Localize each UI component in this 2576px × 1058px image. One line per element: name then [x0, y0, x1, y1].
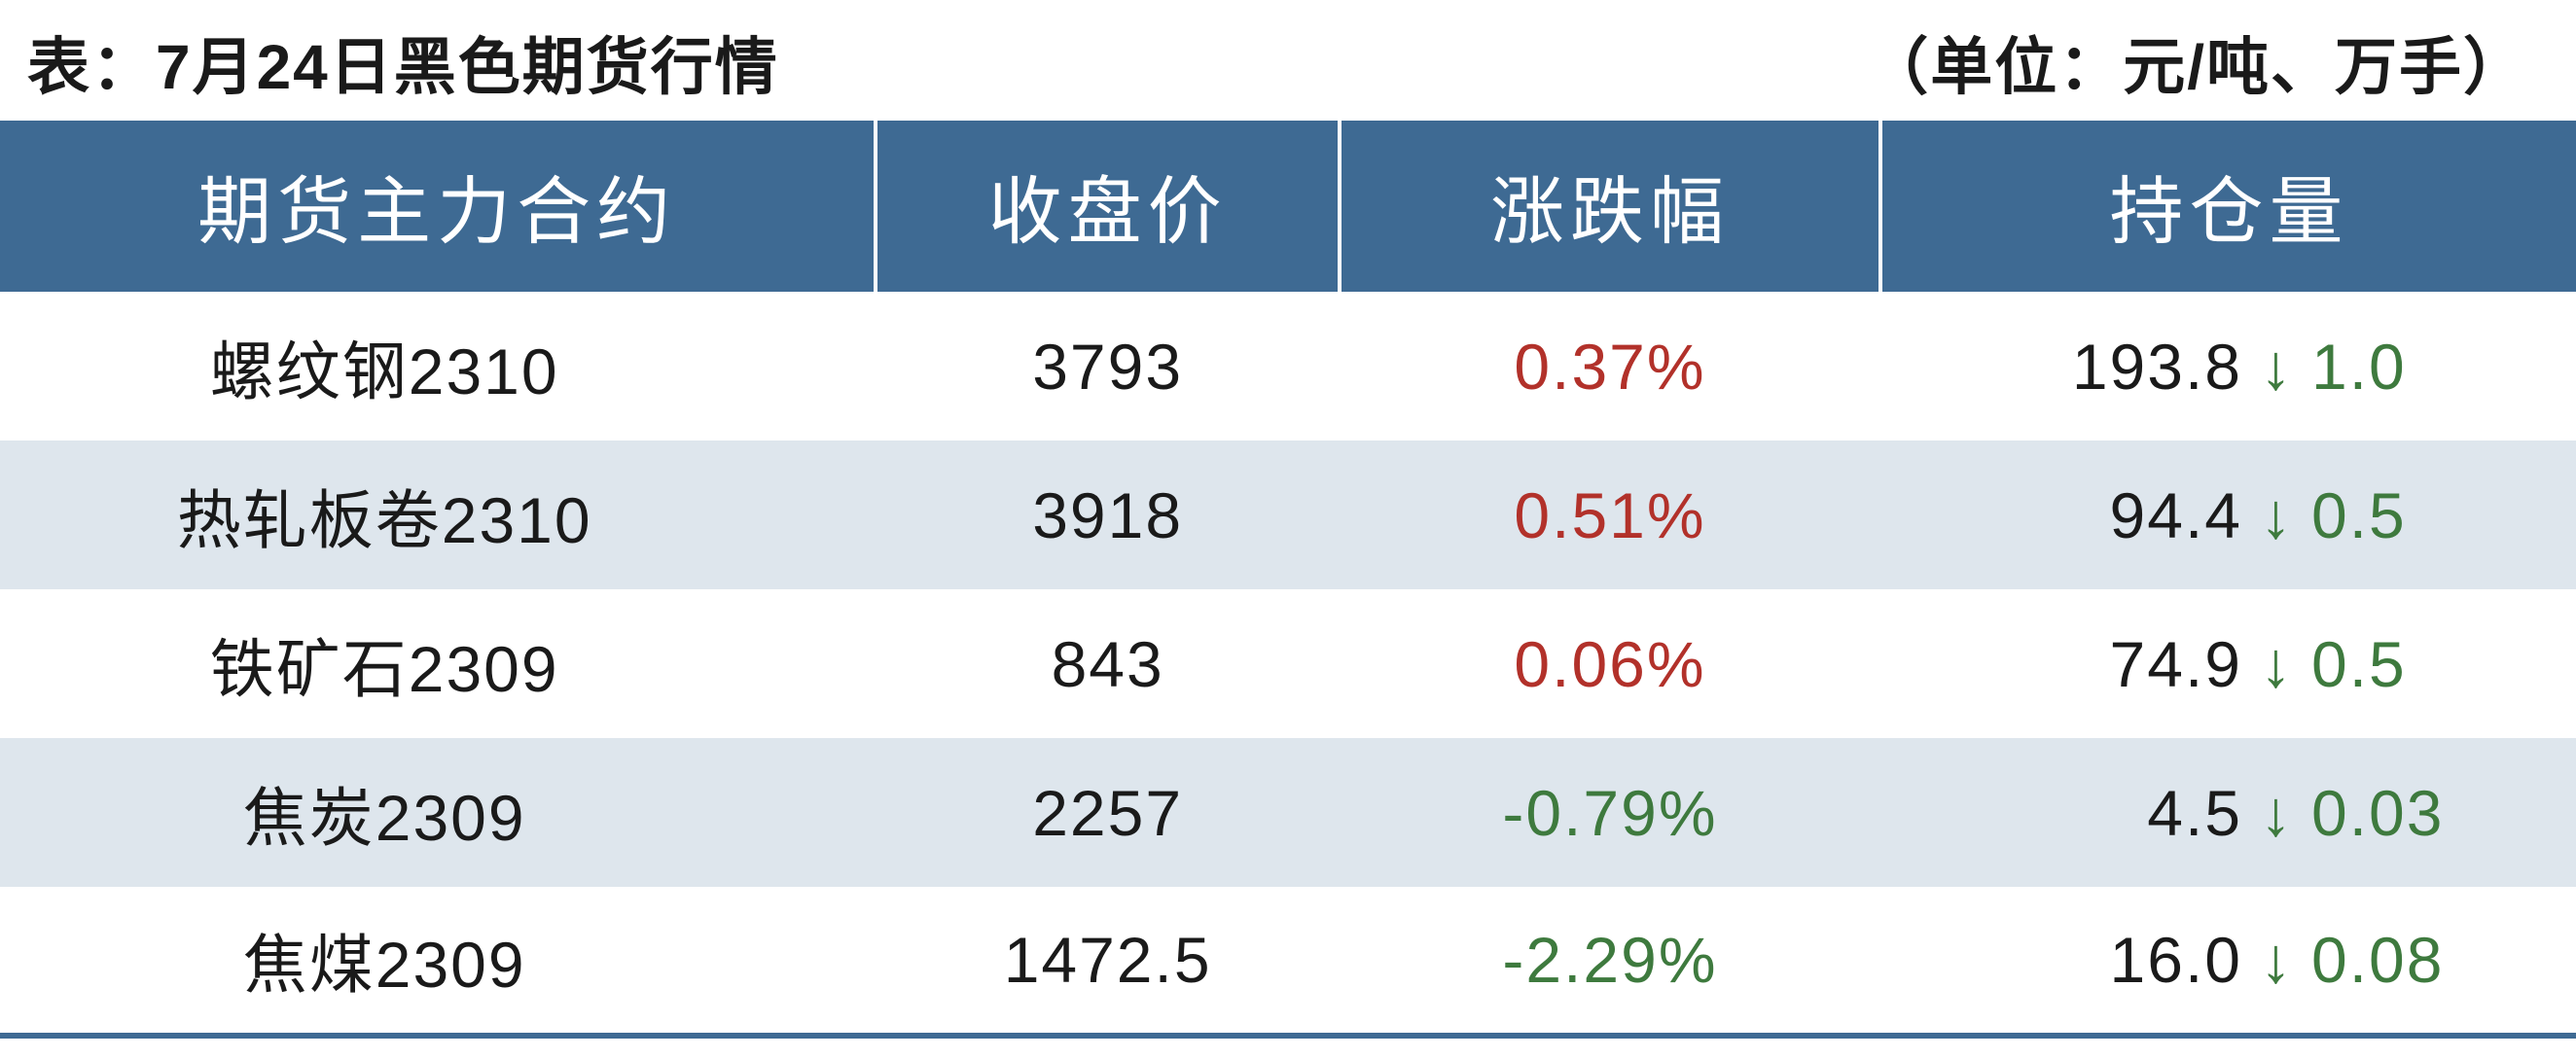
- futures-table: 期货主力合约 收盘价 涨跌幅 持仓量 螺纹钢231037930.37%193.8…: [0, 121, 2576, 1039]
- cell-contract: 螺纹钢2310: [0, 292, 876, 441]
- oi-value: 193.8: [2019, 330, 2242, 404]
- cell-close: 843: [876, 589, 1340, 738]
- cell-contract: 焦煤2309: [0, 887, 876, 1036]
- table-row: 热轧板卷231039180.51% 94.4 ↓ 0.5: [0, 441, 2576, 589]
- oi-value: 4.5: [2019, 776, 2242, 850]
- caption-row: 表：7月24日黑色期货行情 （单位：元/吨、万手）: [0, 0, 2576, 121]
- table-body: 螺纹钢231037930.37%193.8↓1.0热轧板卷231039180.5…: [0, 292, 2576, 1036]
- cell-contract: 热轧板卷2310: [0, 441, 876, 589]
- cell-change: 0.37%: [1340, 292, 1880, 441]
- oi-value: 94.4: [2019, 478, 2242, 552]
- table-row: 焦煤23091472.5-2.29% 16.0 ↓ 0.08: [0, 887, 2576, 1036]
- arrow-down-icon: ↓: [2260, 781, 2294, 845]
- cell-contract: 铁矿石2309: [0, 589, 876, 738]
- cell-change: -2.29%: [1340, 887, 1880, 1036]
- cell-change: -0.79%: [1340, 738, 1880, 887]
- cell-change: 0.06%: [1340, 589, 1880, 738]
- oi-delta: 0.5: [2311, 478, 2457, 552]
- arrow-down-icon: ↓: [2260, 928, 2294, 992]
- table-unit: （单位：元/吨、万手）: [1866, 18, 2537, 107]
- arrow-down-icon: ↓: [2260, 632, 2294, 696]
- table-header: 期货主力合约 收盘价 涨跌幅 持仓量: [0, 121, 2576, 292]
- col-change: 涨跌幅: [1340, 121, 1880, 292]
- col-open-interest: 持仓量: [1880, 121, 2576, 292]
- table-row: 焦炭23092257-0.79% 4.5 ↓ 0.03: [0, 738, 2576, 887]
- oi-value: 74.9: [2019, 627, 2242, 701]
- cell-close: 2257: [876, 738, 1340, 887]
- cell-contract: 焦炭2309: [0, 738, 876, 887]
- arrow-down-icon: ↓: [2260, 483, 2294, 547]
- cell-close: 3793: [876, 292, 1340, 441]
- table-title: 表：7月24日黑色期货行情: [27, 18, 779, 107]
- cell-open-interest: 74.9 ↓ 0.5: [1880, 589, 2576, 738]
- oi-delta: 0.08: [2311, 923, 2457, 997]
- cell-open-interest: 94.4 ↓ 0.5: [1880, 441, 2576, 589]
- cell-change: 0.51%: [1340, 441, 1880, 589]
- futures-table-card: 表：7月24日黑色期货行情 （单位：元/吨、万手） 期货主力合约 收盘价 涨跌幅…: [0, 0, 2576, 1058]
- col-contract: 期货主力合约: [0, 121, 876, 292]
- cell-open-interest: 193.8 ↓ 1.0: [1880, 292, 2576, 441]
- oi-value: 16.0: [2019, 923, 2242, 997]
- cell-open-interest: 16.0 ↓ 0.08: [1880, 887, 2576, 1036]
- cell-close: 3918: [876, 441, 1340, 589]
- table-row: 螺纹钢231037930.37% 193.8 ↓ 1.0: [0, 292, 2576, 441]
- cell-close: 1472.5: [876, 887, 1340, 1036]
- col-close: 收盘价: [876, 121, 1340, 292]
- oi-delta: 1.0: [2311, 330, 2457, 404]
- oi-delta: 0.03: [2311, 776, 2457, 850]
- cell-open-interest: 4.5 ↓ 0.03: [1880, 738, 2576, 887]
- oi-delta: 0.5: [2311, 627, 2457, 701]
- table-row: 铁矿石23098430.06% 74.9 ↓ 0.5: [0, 589, 2576, 738]
- arrow-down-icon: ↓: [2260, 335, 2294, 399]
